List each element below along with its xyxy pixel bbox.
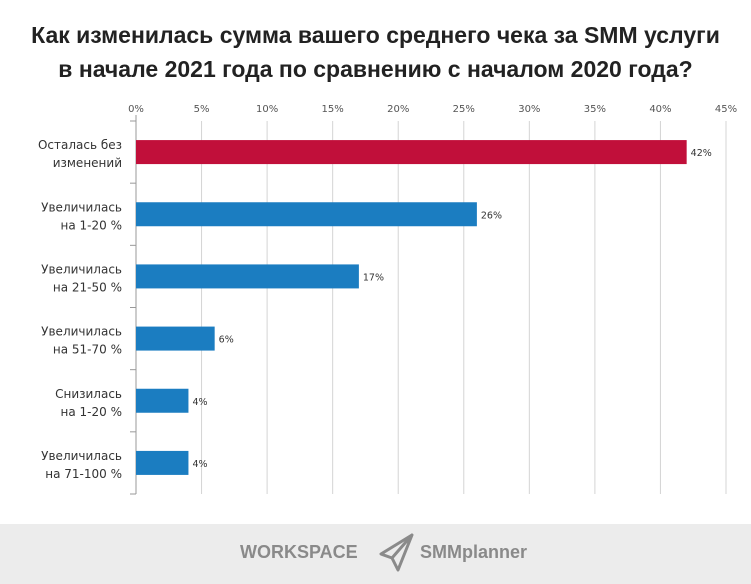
data-label: 4% [192, 397, 207, 408]
x-tick-label: 45% [715, 104, 737, 115]
chart-title: Как изменилась сумма вашего среднего чек… [0, 18, 751, 86]
footer: WORKSPACE SMMplanner [0, 524, 751, 584]
bar [136, 264, 359, 289]
category-label: на 51-70 % [53, 343, 122, 357]
bar-chart: 0% 5% 10% 15% 20% 25% 30% 35% 40% 45% 42% Осталась … [38, 104, 737, 495]
bar [136, 388, 189, 413]
x-tick-label: 15% [322, 104, 344, 115]
bar [136, 202, 477, 227]
data-label: 6% [219, 335, 234, 346]
x-tick-label: 0% [128, 104, 144, 115]
data-label: 26% [481, 210, 502, 221]
x-tick-label: 5% [194, 104, 210, 115]
category-label: Увеличилась [41, 449, 122, 463]
paper-plane-icon [379, 533, 414, 572]
data-label: 42% [691, 148, 712, 159]
workspace-logo: WORKSPACE [240, 542, 358, 562]
x-tick-label: 35% [584, 104, 606, 115]
smmplanner-logo: SMMplanner [420, 542, 528, 562]
category-label: Осталась без [38, 138, 122, 152]
x-tick-label: 25% [453, 104, 475, 115]
category-label: на 1-20 % [61, 405, 122, 419]
bar [136, 140, 687, 165]
category-label: Увеличилась [41, 200, 122, 214]
x-tick-label: 40% [649, 104, 671, 115]
bar [136, 326, 215, 351]
category-label: на 71-100 % [45, 467, 122, 481]
category-label: Увеличилась [41, 262, 122, 276]
category-label: на 1-20 % [61, 218, 122, 232]
bar [136, 450, 189, 475]
data-label: 4% [192, 459, 207, 470]
title-line-2: в начале 2021 года по сравнению с начало… [58, 56, 693, 82]
data-label: 17% [363, 272, 384, 283]
x-tick-label: 10% [256, 104, 278, 115]
category-label: Снизилась [55, 387, 122, 401]
category-label: Увеличилась [41, 325, 122, 339]
title-line-1: Как изменилась сумма вашего среднего чек… [31, 22, 720, 48]
category-label: изменений [53, 156, 122, 170]
x-tick-label: 30% [518, 104, 540, 115]
x-tick-label: 20% [387, 104, 409, 115]
category-label: на 21-50 % [53, 280, 122, 294]
